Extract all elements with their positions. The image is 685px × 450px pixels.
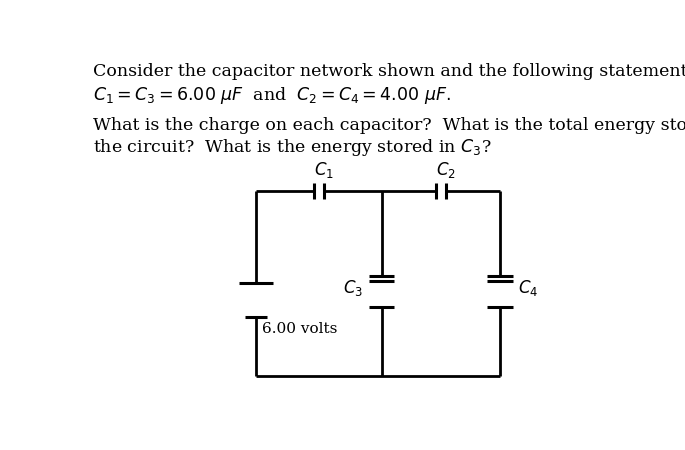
- Text: Consider the capacitor network shown and the following statements:: Consider the capacitor network shown and…: [93, 63, 685, 80]
- Text: $C_1 = C_3 = 6.00\ \mu F$  and  $C_2 = C_4 = 4.00\ \mu F.$: $C_1 = C_3 = 6.00\ \mu F$ and $C_2 = C_4…: [93, 85, 451, 106]
- Text: 6.00 volts: 6.00 volts: [262, 322, 338, 336]
- Text: $C_3$: $C_3$: [343, 278, 364, 298]
- Text: $C_1$: $C_1$: [314, 160, 334, 180]
- Text: What is the charge on each capacitor?  What is the total energy stored in: What is the charge on each capacitor? Wh…: [93, 117, 685, 134]
- Text: $C_4$: $C_4$: [519, 278, 539, 298]
- Text: $C_2$: $C_2$: [436, 160, 456, 180]
- Text: the circuit?  What is the energy stored in $C_3$?: the circuit? What is the energy stored i…: [93, 137, 492, 158]
